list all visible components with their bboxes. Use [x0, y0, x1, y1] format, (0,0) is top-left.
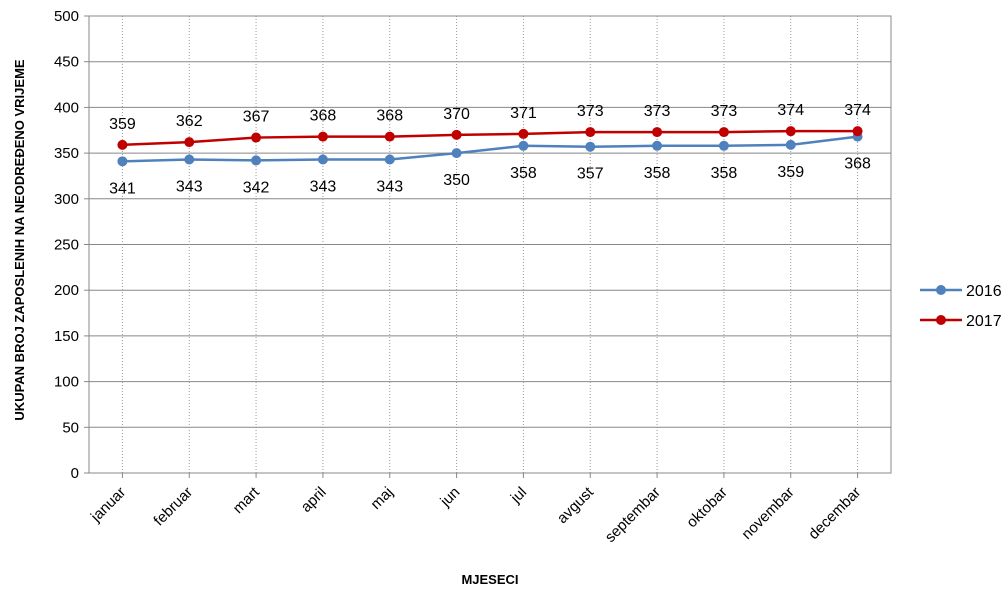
data-point-2017	[317, 131, 328, 142]
series-group	[117, 126, 863, 167]
data-point-2016	[585, 141, 596, 152]
data-label-2017: 374	[777, 102, 804, 119]
y-tick-label: 250	[54, 237, 79, 254]
x-tick-labels: januar februar mart april maj jun jul avgust sep…	[87, 483, 864, 546]
y-axis-title: UKUPAN BROJ ZAPOSLENIH NA NEODREĐENO VRI…	[12, 59, 27, 420]
data-point-2017	[184, 137, 195, 148]
x-axis-title: MJESECI	[461, 572, 518, 587]
data-point-2017	[785, 126, 796, 137]
data-label-2016: 359	[777, 164, 804, 181]
plot-area-border	[88, 15, 892, 474]
data-point-2017	[585, 127, 596, 138]
data-point-2017	[251, 132, 262, 143]
data-label-2016: 343	[376, 178, 403, 195]
data-point-2017	[652, 127, 663, 138]
data-label-2016: 357	[577, 166, 604, 183]
grid-lines	[84, 15, 892, 478]
data-label-2016: 350	[443, 172, 470, 189]
data-point-2016	[384, 154, 395, 165]
data-label-2016: 358	[510, 165, 537, 182]
data-point-2017	[451, 129, 462, 140]
x-tick-label: novembar	[738, 484, 797, 543]
legend-marker-2016	[936, 285, 946, 295]
x-tick-label: februar	[150, 484, 196, 530]
data-label-2016: 358	[644, 165, 671, 182]
data-point-2017	[852, 126, 863, 137]
y-tick-label: 200	[54, 282, 79, 299]
y-tick-label: 100	[54, 374, 79, 391]
y-tick-label: 150	[54, 328, 79, 345]
y-tick-label: 0	[71, 465, 79, 482]
x-tick-label: jun	[437, 484, 464, 511]
data-point-2016	[317, 154, 328, 165]
legend-label-2016: 2016	[966, 283, 1002, 300]
data-label-2016: 358	[711, 165, 738, 182]
data-point-2016	[718, 140, 729, 151]
y-tick-label: 400	[54, 99, 79, 116]
x-tick-label: jul	[507, 484, 530, 507]
data-point-2016	[184, 154, 195, 165]
data-point-2016	[518, 140, 529, 151]
data-point-2017	[718, 127, 729, 138]
legend-label-2017: 2017	[966, 313, 1002, 330]
data-label-2017: 370	[443, 106, 470, 123]
data-point-2016	[652, 140, 663, 151]
data-label-2017: 373	[644, 103, 671, 120]
data-label-2017: 359	[109, 116, 136, 133]
series-line-2016	[122, 135, 858, 163]
x-tick-label: decembar	[805, 484, 864, 543]
x-tick-label: april	[298, 484, 330, 516]
data-label-2016: 343	[310, 178, 337, 195]
data-point-2016	[451, 148, 462, 159]
data-labels: 341 343 342 343 343 350 358 357 358 358 359 368 359 3…	[109, 102, 871, 197]
data-label-2017: 368	[376, 108, 403, 125]
data-point-2016	[785, 139, 796, 150]
data-label-2017: 371	[510, 105, 537, 122]
x-tick-label: mart	[230, 483, 264, 517]
x-tick-label: avgust	[554, 483, 598, 527]
x-tick-label: septembar	[602, 484, 664, 546]
data-label-2017: 373	[577, 103, 604, 120]
x-tick-label: maj	[367, 484, 396, 513]
y-tick-label: 50	[62, 419, 79, 436]
data-label-2016: 342	[243, 179, 270, 196]
data-point-2017	[117, 139, 128, 150]
x-tick-label: oktobar	[683, 484, 730, 531]
data-label-2016: 368	[844, 156, 871, 173]
y-tick-label: 300	[54, 191, 79, 208]
x-tick-label: januar	[87, 484, 129, 526]
data-point-2017	[518, 128, 529, 139]
legend: 2016 2017	[920, 283, 1002, 330]
data-point-2017	[384, 131, 395, 142]
legend-marker-2017	[936, 315, 946, 325]
y-tick-label: 450	[54, 54, 79, 71]
data-label-2017: 362	[176, 113, 203, 130]
data-point-2016	[117, 156, 128, 167]
y-tick-label: 500	[54, 8, 79, 25]
data-label-2017: 368	[310, 108, 337, 125]
series-line-2017	[122, 129, 858, 147]
data-label-2016: 343	[176, 178, 203, 195]
data-label-2016: 341	[109, 180, 136, 197]
y-tick-labels: 0 50 100 150 200 250 300 350 400 450 500	[54, 8, 79, 482]
y-tick-label: 350	[54, 145, 79, 162]
data-label-2017: 374	[844, 102, 871, 119]
data-label-2017: 367	[243, 109, 270, 126]
data-label-2017: 373	[711, 103, 738, 120]
data-point-2016	[251, 155, 262, 166]
